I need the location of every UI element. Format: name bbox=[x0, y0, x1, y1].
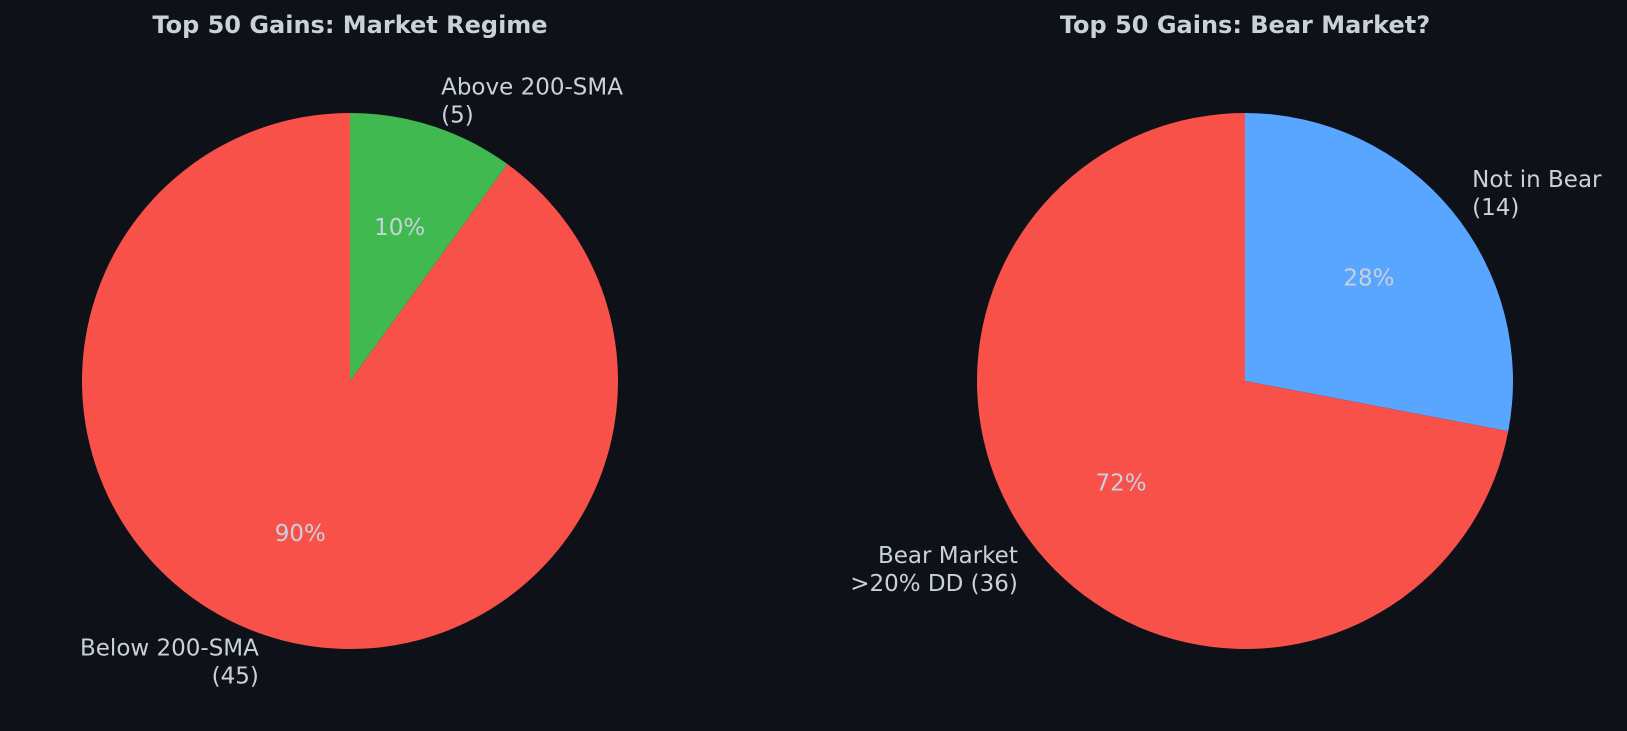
percent-label: 90% bbox=[275, 521, 326, 547]
slice-label-line: Below 200-SMA bbox=[80, 635, 259, 661]
slice-label-line: >20% DD (36) bbox=[850, 571, 1018, 597]
slice-label: Bear Market >20% DD (36) bbox=[850, 543, 1018, 597]
percent-label: 72% bbox=[1096, 470, 1147, 496]
slice-label: Above 200-SMA (5) bbox=[441, 75, 623, 129]
slice-label-line: (5) bbox=[441, 103, 474, 129]
pie-slice bbox=[350, 113, 508, 381]
pie-slices bbox=[81, 113, 618, 650]
slice-label-line: (14) bbox=[1472, 195, 1519, 221]
slice-label: Not in Bear (14) bbox=[1472, 167, 1602, 221]
bear-market-pie: Top 50 Gains: Bear Market? 28% Not in Bea… bbox=[850, 11, 1602, 649]
chart-title: Top 50 Gains: Market Regime bbox=[152, 11, 547, 39]
slice-label-line: Above 200-SMA bbox=[441, 75, 623, 101]
pie-labels: 28% Not in Bear (14) 72% Bear Market >20% DD … bbox=[850, 167, 1602, 597]
slice-label-line: Not in Bear bbox=[1472, 167, 1602, 193]
slice-label-line: (45) bbox=[212, 663, 259, 689]
pie-slices bbox=[976, 113, 1513, 649]
slice-label-line: Bear Market bbox=[878, 543, 1018, 569]
pie-slice bbox=[81, 113, 618, 650]
pie-slice bbox=[976, 113, 1509, 649]
pie-slice bbox=[1245, 113, 1513, 432]
market-regime-pie: Top 50 Gains: Market Regime 10% Above 200… bbox=[80, 11, 623, 689]
percent-label: 10% bbox=[374, 215, 425, 241]
pie-labels: 10% Above 200-SMA (5) 90% Below 200-SMA (45) bbox=[80, 75, 623, 690]
chart-title: Top 50 Gains: Bear Market? bbox=[1060, 11, 1430, 39]
percent-label: 28% bbox=[1343, 266, 1394, 292]
slice-label: Below 200-SMA (45) bbox=[80, 635, 259, 689]
